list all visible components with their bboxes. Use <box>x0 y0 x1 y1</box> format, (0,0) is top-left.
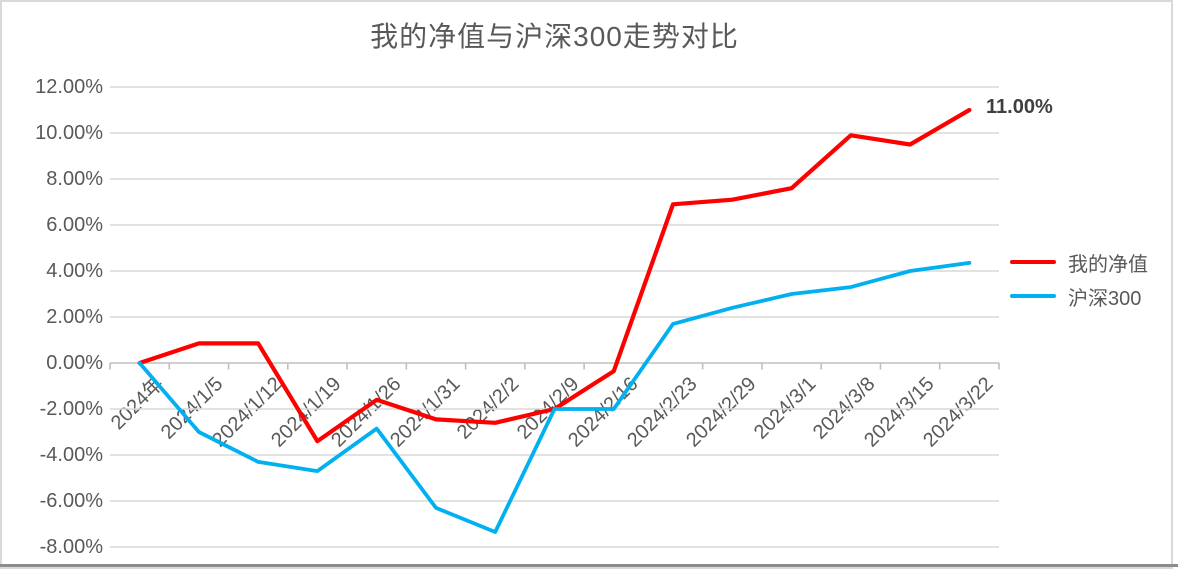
chart-legend: 我的净值 沪深300 <box>1010 247 1148 315</box>
legend-label-csi300: 沪深300 <box>1068 287 1142 310</box>
y-axis-tick-label: -4.00% <box>39 444 103 466</box>
final-value-data-label: 11.00% <box>986 96 1053 118</box>
series-line-csi300 <box>137 260 972 534</box>
y-axis-tick-label: 2.00% <box>46 306 103 328</box>
y-axis-tick-label: 6.00% <box>46 214 103 236</box>
y-axis-tick-label: 10.00% <box>35 122 103 144</box>
y-axis-tick-label: -6.00% <box>39 490 103 512</box>
legend-swatch-my-networth <box>1010 260 1056 264</box>
series-line-my-networth <box>137 107 972 444</box>
legend-swatch-csi300 <box>1010 294 1056 298</box>
legend-label-my-networth: 我的净值 <box>1068 253 1148 276</box>
y-axis-tick-label: 12.00% <box>35 76 103 98</box>
legend-item-csi300: 沪深300 <box>1010 281 1148 311</box>
y-axis-tick-label: -2.00% <box>39 398 103 420</box>
y-axis-tick-label: 0.00% <box>46 352 103 374</box>
y-axis-tick-label: -8.00% <box>39 536 103 558</box>
y-axis-tick-label: 8.00% <box>46 168 103 190</box>
chart-bottom-edge-line <box>0 564 1178 567</box>
chart-title: 我的净值与沪深300走势对比 <box>370 21 739 52</box>
y-axis-tick-label: 4.00% <box>46 260 103 282</box>
legend-item-my-networth: 我的净值 <box>1010 247 1148 277</box>
